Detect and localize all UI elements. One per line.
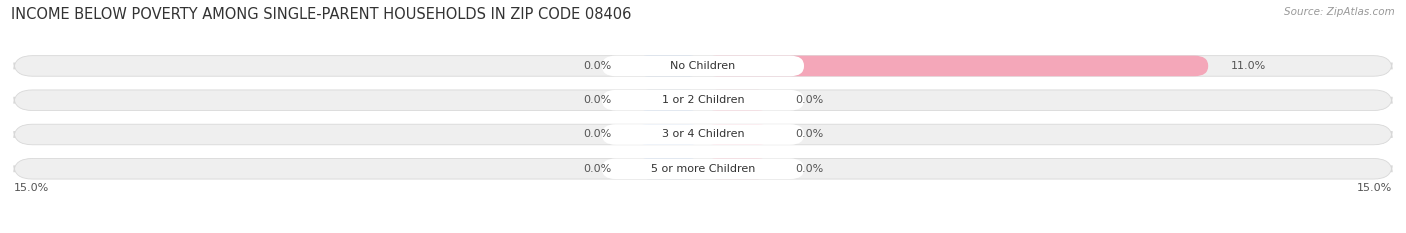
Text: 5 or more Children: 5 or more Children [651,164,755,174]
FancyBboxPatch shape [634,158,703,179]
FancyBboxPatch shape [703,124,772,145]
FancyBboxPatch shape [14,56,1392,76]
Text: 1 or 2 Children: 1 or 2 Children [662,95,744,105]
FancyBboxPatch shape [634,124,703,145]
FancyBboxPatch shape [14,124,1392,145]
Text: 15.0%: 15.0% [1357,183,1392,193]
FancyBboxPatch shape [602,124,804,145]
Text: 11.0%: 11.0% [1232,61,1267,71]
FancyBboxPatch shape [634,90,703,110]
Text: 0.0%: 0.0% [794,130,823,140]
FancyBboxPatch shape [14,158,1392,179]
Text: 0.0%: 0.0% [794,164,823,174]
Text: Source: ZipAtlas.com: Source: ZipAtlas.com [1284,7,1395,17]
FancyBboxPatch shape [703,56,1208,76]
FancyBboxPatch shape [14,90,1392,110]
Text: 0.0%: 0.0% [583,130,612,140]
Text: 0.0%: 0.0% [583,61,612,71]
FancyBboxPatch shape [703,158,772,179]
Text: 0.0%: 0.0% [583,164,612,174]
Text: INCOME BELOW POVERTY AMONG SINGLE-PARENT HOUSEHOLDS IN ZIP CODE 08406: INCOME BELOW POVERTY AMONG SINGLE-PARENT… [11,7,631,22]
Text: 0.0%: 0.0% [583,95,612,105]
FancyBboxPatch shape [634,56,703,76]
Text: 3 or 4 Children: 3 or 4 Children [662,130,744,140]
FancyBboxPatch shape [602,56,804,76]
Text: 15.0%: 15.0% [14,183,49,193]
Text: No Children: No Children [671,61,735,71]
Text: 0.0%: 0.0% [794,95,823,105]
FancyBboxPatch shape [703,90,772,110]
FancyBboxPatch shape [602,158,804,179]
FancyBboxPatch shape [602,90,804,110]
